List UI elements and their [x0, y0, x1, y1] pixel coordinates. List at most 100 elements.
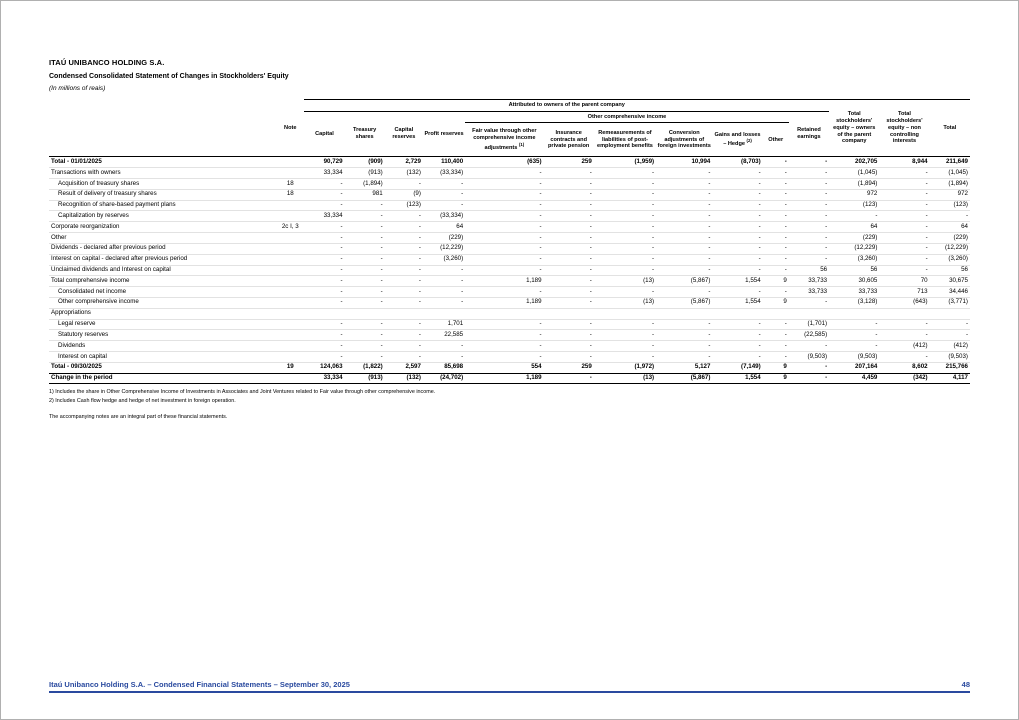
row-label: Total - 09/30/2025 — [49, 361, 277, 374]
cell-value: (9) — [384, 189, 423, 201]
cell-value: - — [762, 178, 789, 190]
cell-value: 85,698 — [422, 361, 466, 374]
cell-value: (22,585) — [788, 329, 830, 342]
cell-value: - — [344, 210, 385, 223]
cell-value: - — [384, 319, 423, 331]
table-row: Dividends - declared after previous peri… — [49, 243, 970, 255]
cell-value: 4,117 — [929, 373, 970, 385]
cell-value: - — [762, 265, 789, 277]
row-label: Legal reserve — [49, 319, 277, 331]
cell-value: - — [762, 286, 789, 298]
cell-value: - — [465, 243, 544, 255]
col-profit-reserves: Profit reserves — [422, 111, 466, 158]
cell-value: 22,585 — [422, 329, 466, 342]
row-note — [276, 329, 305, 342]
cell-value: - — [593, 189, 657, 201]
cell-value: - — [465, 232, 544, 244]
cell-value: (12,229) — [829, 243, 880, 255]
table-row: Interest on capital - declared after pre… — [49, 254, 970, 266]
cell-value: - — [422, 200, 466, 212]
cell-value — [543, 308, 594, 320]
cell-value: 34,446 — [929, 286, 970, 298]
cell-value: - — [384, 340, 423, 353]
table-row: Interest on capital - - - - - - - - - - (9,503) (9,5… — [49, 351, 970, 363]
cell-value: - — [762, 340, 789, 353]
cell-value: (13) — [593, 275, 657, 288]
cell-value: - — [465, 189, 544, 201]
row-label: Capitalization by reserves — [49, 210, 277, 223]
cell-value: 1,189 — [465, 297, 544, 309]
cell-value — [656, 308, 713, 320]
table-row: Change in the period 33,334 (913) (132) (24,… — [49, 373, 970, 385]
cell-value — [762, 308, 789, 320]
company-name: ITAÚ UNIBANCO HOLDING S.A. — [49, 58, 165, 67]
cell-value: - — [879, 351, 930, 363]
cell-value: - — [543, 297, 594, 309]
cell-value: - — [879, 210, 930, 223]
cell-value: - — [344, 319, 385, 331]
cell-value: - — [712, 265, 763, 277]
cell-value: - — [465, 200, 544, 212]
cell-value: - — [384, 232, 423, 244]
cell-value: - — [593, 221, 657, 234]
cell-value: (1,972) — [593, 361, 657, 374]
table-row: Corporate reorganization 2c I, 3- - -64- - - -… — [49, 221, 970, 234]
cell-value: - — [543, 286, 594, 298]
cell-value: - — [788, 373, 830, 385]
cell-value: (123) — [829, 200, 880, 212]
cell-value: 124,063 — [304, 361, 345, 374]
table-row: Total - 01/01/2025 90,729 (909) 2,729 110,40… — [49, 156, 970, 169]
cell-value: (123) — [929, 200, 970, 212]
cell-value — [879, 308, 930, 320]
cell-value: - — [879, 329, 930, 342]
cell-value: 2,729 — [384, 156, 423, 169]
cell-value: (913) — [344, 373, 385, 385]
cell-value: - — [344, 265, 385, 277]
col-total-parent: Total stockholders' equity – owners of t… — [829, 98, 880, 158]
row-note — [276, 167, 305, 180]
table-row: Other comprehensive income - - - -1,189- (13)… — [49, 297, 970, 309]
col-treasury-shares: Treasury shares — [344, 111, 385, 158]
cell-value: (229) — [829, 232, 880, 244]
cell-value: - — [344, 200, 385, 212]
footnote-2: 2) Includes Cash flow hedge and hedge of… — [49, 398, 236, 405]
cell-value: 1,189 — [465, 275, 544, 288]
table-row: Legal reserve - - -1,701- - - - - - (1,701) - - - — [49, 319, 970, 331]
cell-value: (1,894) — [929, 178, 970, 190]
cell-value: - — [384, 286, 423, 298]
cell-value: - — [543, 200, 594, 212]
cell-value: 9 — [762, 297, 789, 309]
cell-value: (229) — [929, 232, 970, 244]
cell-value: - — [344, 351, 385, 363]
col-other: Other — [762, 122, 789, 158]
cell-value: - — [879, 265, 930, 277]
row-label: Other — [49, 232, 277, 244]
cell-value: - — [879, 167, 930, 180]
cell-value: 1,701 — [422, 319, 466, 331]
cell-value: 259 — [543, 156, 594, 169]
cell-value: - — [593, 167, 657, 180]
cell-value: - — [788, 340, 830, 353]
cell-value: 110,400 — [422, 156, 466, 169]
cell-value: (412) — [929, 340, 970, 353]
cell-value — [929, 308, 970, 320]
cell-value: - — [879, 254, 930, 266]
cell-value: - — [788, 361, 830, 374]
cell-value: - — [712, 200, 763, 212]
cell-value: - — [422, 351, 466, 363]
cell-value: (1,894) — [344, 178, 385, 190]
row-note: 18 — [276, 189, 305, 201]
cell-value: - — [384, 221, 423, 234]
cell-value: - — [465, 340, 544, 353]
cell-value: - — [762, 232, 789, 244]
cell-value: - — [465, 286, 544, 298]
cell-value: - — [422, 286, 466, 298]
row-label: Recognition of share-based payment plans — [49, 200, 277, 212]
cell-value: (412) — [879, 340, 930, 353]
cell-value: - — [712, 243, 763, 255]
row-label: Dividends - declared after previous peri… — [49, 243, 277, 255]
col-insurance: Insurance contracts and private pension — [543, 122, 594, 158]
cell-value: 56 — [929, 265, 970, 277]
cell-value: - — [712, 254, 763, 266]
